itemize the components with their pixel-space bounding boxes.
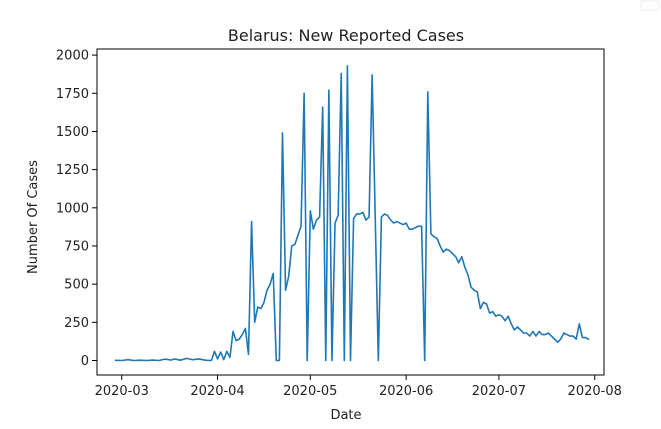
y-tick-label-4: 1000: [56, 201, 89, 216]
x-axis-label: Date: [330, 408, 361, 423]
x-tick-label-0: 2020-03: [95, 384, 149, 399]
y-tick-label-8: 2000: [56, 49, 89, 64]
y-axis-label: Number Of Cases: [26, 160, 41, 274]
y-axis-ticks: 0 250 500 750 1000 1250 1500 1750 2000: [56, 49, 97, 369]
x-tick-label-5: 2020-08: [568, 384, 622, 399]
y-tick-label-7: 1750: [56, 87, 89, 102]
y-tick-label-2: 500: [64, 278, 89, 293]
y-tick-label-1: 250: [64, 316, 89, 331]
chart-title: Belarus: New Reported Cases: [228, 26, 464, 45]
x-axis-ticks: 2020-03 2020-04 2020-05 2020-06 2020-07 2020-…: [95, 375, 622, 399]
series-layer: [114, 65, 590, 362]
y-tick-label-6: 1500: [56, 125, 89, 140]
y-tick-label-0: 0: [81, 354, 89, 369]
x-tick-label-4: 2020-07: [472, 384, 526, 399]
y-tick-label-5: 1250: [56, 163, 89, 178]
axes-frame: [96, 48, 605, 376]
corner-widget: [640, 0, 660, 11]
plot-area: 2020-03 2020-04 2020-05 2020-06 2020-07 2020-…: [56, 48, 622, 399]
y-tick-label-3: 750: [64, 239, 89, 254]
x-tick-label-3: 2020-06: [379, 384, 433, 399]
x-tick-label-2: 2020-05: [283, 384, 337, 399]
series-line-0: [114, 65, 590, 362]
x-tick-label-1: 2020-04: [190, 384, 244, 399]
